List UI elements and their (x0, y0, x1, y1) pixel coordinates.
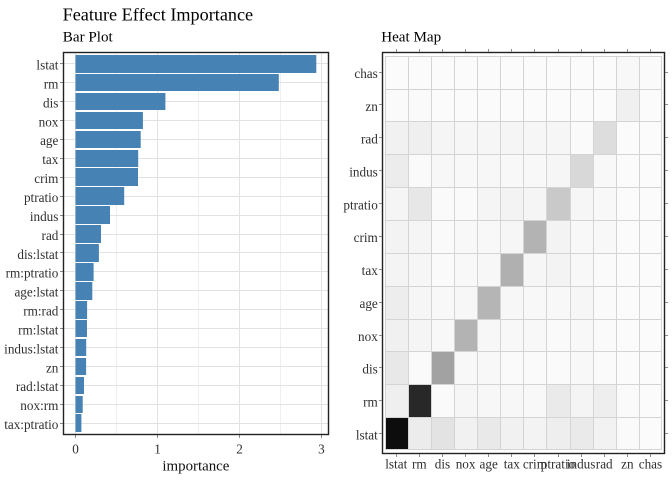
svg-text:age: age (359, 296, 377, 311)
svg-text:zn: zn (621, 456, 634, 471)
svg-text:nox:rm: nox:rm (20, 398, 59, 413)
svg-text:dis:lstat: dis:lstat (17, 247, 58, 262)
svg-text:rm: rm (412, 456, 427, 471)
svg-text:rm:ptratio: rm:ptratio (6, 266, 59, 281)
svg-text:crim: crim (34, 171, 59, 186)
svg-text:crim: crim (354, 230, 379, 245)
svg-text:tax: tax (504, 456, 521, 471)
svg-text:rad:lstat: rad:lstat (16, 379, 59, 394)
svg-text:lstat: lstat (356, 427, 378, 442)
svg-text:tax:ptratio: tax:ptratio (4, 417, 59, 432)
svg-text:nox: nox (39, 114, 59, 129)
svg-text:nox: nox (358, 329, 378, 344)
svg-text:dis: dis (362, 362, 377, 377)
svg-text:0: 0 (72, 441, 79, 456)
svg-text:chas: chas (354, 66, 377, 81)
svg-text:tax: tax (362, 263, 379, 278)
svg-text:rm:lstat: rm:lstat (18, 322, 59, 337)
svg-text:lstat: lstat (36, 58, 58, 73)
svg-text:rm: rm (363, 395, 378, 410)
svg-text:age: age (480, 456, 498, 471)
svg-text:3: 3 (318, 441, 325, 456)
svg-text:dis: dis (435, 456, 450, 471)
svg-text:indus: indus (567, 456, 596, 471)
svg-text:crim: crim (523, 456, 548, 471)
svg-text:ptratio: ptratio (541, 456, 576, 471)
svg-text:Feature Effect Importance: Feature Effect Importance (63, 5, 254, 25)
svg-text:indus:lstat: indus:lstat (4, 341, 59, 356)
svg-text:rm: rm (44, 76, 59, 91)
svg-text:rad: rad (42, 228, 59, 243)
svg-text:ptratio: ptratio (343, 197, 378, 212)
svg-text:1: 1 (154, 441, 161, 456)
svg-text:age:lstat: age:lstat (14, 285, 58, 300)
svg-text:Bar Plot: Bar Plot (63, 30, 114, 46)
svg-text:dis: dis (43, 95, 58, 110)
svg-text:rad: rad (596, 456, 613, 471)
svg-text:lstat: lstat (385, 456, 407, 471)
svg-text:rm:rad: rm:rad (23, 304, 59, 319)
svg-text:age: age (40, 133, 58, 148)
svg-text:tax: tax (42, 152, 59, 167)
svg-text:zn: zn (46, 360, 59, 375)
svg-text:zn: zn (365, 99, 378, 114)
svg-text:chas: chas (639, 456, 662, 471)
svg-text:Heat Map: Heat Map (381, 30, 441, 46)
svg-text:indus: indus (349, 165, 378, 180)
svg-text:nox: nox (456, 456, 476, 471)
svg-text:ptratio: ptratio (24, 190, 59, 205)
svg-text:indus: indus (30, 209, 59, 224)
svg-text:rad: rad (361, 132, 378, 147)
svg-text:2: 2 (236, 441, 243, 456)
svg-text:importance: importance (162, 459, 229, 475)
